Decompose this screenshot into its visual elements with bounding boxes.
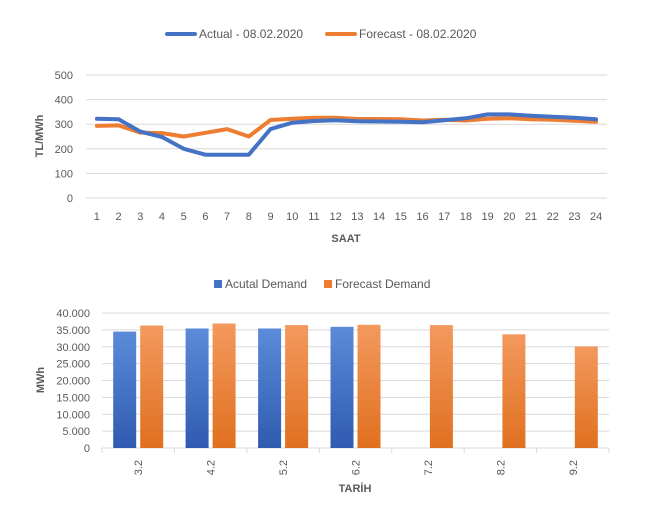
x-tick-label: 14	[373, 211, 385, 223]
x-tick-label: 9	[267, 211, 273, 223]
x-tick-label: 7	[224, 211, 230, 223]
line-chart-legend: Actual - 08.02.2020 Forecast - 08.02.202…	[165, 27, 477, 41]
line-chart-series	[94, 112, 599, 157]
x-tick-label: 2	[116, 211, 122, 223]
x-tick-label: 21	[525, 211, 537, 223]
y-tick-label: 30.000	[56, 342, 90, 354]
bar-actual-demand	[258, 328, 282, 448]
y-tick-label: 400	[55, 95, 73, 107]
y-tick-label: 200	[55, 144, 73, 156]
bar-chart-x-ticks: 3.2 4.2 5.2 6.2 7.2 8.2 9.2	[133, 460, 580, 475]
x-tick-label: 20	[503, 211, 515, 223]
bar-forecast-demand	[357, 324, 381, 448]
x-tick-label: 8.2	[495, 460, 507, 475]
bar-actual-demand	[185, 328, 209, 448]
x-tick-label: 11	[308, 211, 319, 223]
y-tick-label: 20.000	[56, 376, 90, 388]
x-tick-label: 5.2	[278, 460, 290, 475]
y-tick-label: 0	[67, 193, 73, 205]
bar-actual-demand	[113, 331, 137, 448]
x-tick-label: 17	[438, 211, 450, 223]
y-tick-label: 300	[55, 119, 73, 131]
x-tick-label: 15	[395, 211, 407, 223]
x-tick-label: 4	[159, 211, 165, 223]
bar-chart-gridlines	[101, 312, 610, 453]
x-tick-label: 13	[351, 211, 363, 223]
x-tick-label: 9.2	[568, 460, 580, 475]
bar-forecast-demand	[429, 325, 453, 448]
line-chart-x-ticks: 1 2 3 4 5 6 7 8 9 10 11 12 13 14 15 16 17 18 19 20 21 22 23 24	[94, 211, 602, 223]
x-tick-label: 12	[330, 211, 342, 223]
bar-forecast-demand	[140, 325, 164, 448]
line-chart: Actual - 08.02.2020 Forecast - 08.02.202…	[34, 27, 607, 245]
x-tick-label: 3	[137, 211, 143, 223]
x-tick-label: 19	[481, 211, 493, 223]
y-tick-label: 0	[84, 443, 90, 455]
y-tick-label: 15.000	[56, 392, 90, 404]
y-tick-label: 25.000	[56, 359, 90, 371]
legend-swatch-forecast-demand	[324, 280, 332, 288]
bar-forecast-demand	[574, 346, 598, 448]
bar-forecast-demand	[212, 323, 236, 448]
x-tick-label: 1	[94, 211, 100, 223]
legend-label-forecast: Forecast - 08.02.2020	[359, 27, 477, 41]
bar-chart-bars	[113, 323, 598, 448]
legend-label-forecast-demand: Forecast Demand	[335, 277, 430, 291]
bar-chart-legend: Acutal Demand Forecast Demand	[214, 277, 430, 291]
x-tick-label: 22	[547, 211, 559, 223]
line-chart-y-axis-title: TL/MWh	[34, 114, 46, 157]
x-tick-label: 6	[202, 211, 208, 223]
y-tick-label: 100	[55, 168, 73, 180]
bar-chart-x-axis-title: TARİH	[339, 482, 372, 495]
series-line	[94, 115, 599, 139]
x-tick-label: 10	[286, 211, 298, 223]
legend-label-actual: Actual - 08.02.2020	[199, 27, 303, 41]
x-tick-label: 8	[246, 211, 252, 223]
bar-forecast-demand	[502, 334, 526, 448]
y-tick-label: 5.000	[62, 426, 90, 438]
line-chart-x-axis-title: SAAT	[331, 233, 360, 245]
x-tick-label: 23	[568, 211, 580, 223]
y-tick-label: 10.000	[56, 409, 90, 421]
legend-swatch-actual-demand	[214, 280, 222, 288]
bar-chart-y-ticks: 0 5.000 10.000 15.000 20.000 25.000 30.000 35.0…	[56, 308, 90, 455]
x-tick-label: 7.2	[423, 460, 435, 475]
x-tick-label: 6.2	[351, 460, 363, 475]
x-tick-label: 5	[181, 211, 187, 223]
series-line	[94, 112, 599, 157]
bar-chart-y-axis-title: MWh	[35, 367, 47, 394]
x-tick-label: 16	[416, 211, 428, 223]
x-tick-label: 18	[460, 211, 472, 223]
bar-actual-demand	[330, 326, 354, 448]
line-chart-y-ticks: 0 100 200 300 400 500	[55, 70, 73, 205]
legend-label-actual-demand: Acutal Demand	[225, 277, 307, 291]
bar-chart: Acutal Demand Forecast Demand 0 5.000 10.0…	[35, 277, 610, 495]
bar-forecast-demand	[285, 325, 309, 448]
x-tick-label: 3.2	[133, 460, 145, 475]
line-chart-gridlines	[86, 74, 607, 199]
y-tick-label: 500	[55, 70, 73, 82]
y-tick-label: 40.000	[56, 308, 90, 320]
x-tick-label: 4.2	[206, 460, 218, 475]
x-tick-label: 24	[590, 211, 602, 223]
y-tick-label: 35.000	[56, 325, 90, 337]
